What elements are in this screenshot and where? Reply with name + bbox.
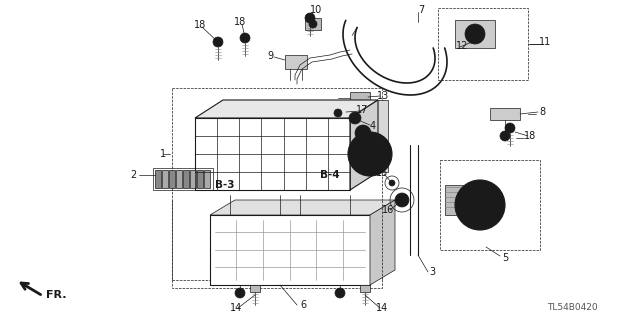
Bar bbox=[153, 168, 213, 190]
Circle shape bbox=[363, 147, 377, 161]
Polygon shape bbox=[195, 100, 378, 118]
Bar bbox=[445, 185, 480, 215]
Bar bbox=[204, 170, 210, 188]
Bar bbox=[183, 170, 189, 188]
Text: 18: 18 bbox=[234, 17, 246, 27]
Bar bbox=[176, 170, 182, 188]
Text: 16: 16 bbox=[382, 205, 394, 215]
Text: 7: 7 bbox=[418, 5, 424, 15]
Circle shape bbox=[500, 131, 510, 141]
Text: 12: 12 bbox=[456, 41, 468, 51]
Polygon shape bbox=[370, 200, 395, 285]
Circle shape bbox=[335, 288, 345, 298]
Bar bbox=[330, 108, 346, 118]
Circle shape bbox=[455, 180, 505, 230]
Circle shape bbox=[356, 140, 384, 168]
Text: 18: 18 bbox=[524, 131, 536, 141]
Bar bbox=[190, 170, 196, 188]
Circle shape bbox=[505, 123, 515, 133]
Text: 15: 15 bbox=[376, 168, 388, 178]
Text: B-3: B-3 bbox=[215, 180, 235, 190]
Circle shape bbox=[389, 180, 395, 186]
Text: 10: 10 bbox=[310, 5, 322, 15]
Bar bbox=[350, 92, 370, 104]
Bar bbox=[197, 170, 203, 188]
Text: 14: 14 bbox=[376, 303, 388, 313]
Bar bbox=[172, 88, 382, 288]
Circle shape bbox=[395, 193, 409, 207]
Text: 1: 1 bbox=[160, 149, 166, 159]
Text: B-4: B-4 bbox=[320, 170, 340, 180]
Text: 9: 9 bbox=[267, 51, 273, 61]
Bar bbox=[305, 18, 321, 30]
Text: 14: 14 bbox=[230, 303, 242, 313]
Text: 6: 6 bbox=[300, 300, 306, 310]
Bar bbox=[285, 55, 307, 69]
Bar bbox=[155, 170, 161, 188]
Circle shape bbox=[470, 29, 480, 39]
Bar bbox=[360, 285, 370, 292]
Text: 5: 5 bbox=[502, 253, 508, 263]
Text: 18: 18 bbox=[194, 20, 206, 30]
Text: 8: 8 bbox=[539, 107, 545, 117]
Circle shape bbox=[465, 24, 485, 44]
Polygon shape bbox=[350, 100, 378, 190]
Polygon shape bbox=[210, 200, 395, 215]
Bar bbox=[250, 285, 260, 292]
Circle shape bbox=[472, 197, 488, 213]
Circle shape bbox=[235, 288, 245, 298]
Text: 17: 17 bbox=[356, 105, 368, 115]
Text: 3: 3 bbox=[429, 267, 435, 277]
Bar bbox=[210, 215, 370, 285]
Text: 13: 13 bbox=[377, 91, 389, 101]
Circle shape bbox=[309, 20, 317, 28]
Text: 4: 4 bbox=[370, 121, 376, 131]
Text: 11: 11 bbox=[539, 37, 551, 47]
Bar bbox=[195, 118, 350, 190]
Bar bbox=[490, 108, 520, 120]
Bar bbox=[169, 170, 175, 188]
Circle shape bbox=[355, 125, 371, 141]
Bar bbox=[162, 170, 168, 188]
Bar bbox=[440, 160, 540, 250]
Circle shape bbox=[464, 189, 496, 221]
Circle shape bbox=[305, 13, 315, 23]
Circle shape bbox=[348, 132, 392, 176]
Circle shape bbox=[240, 33, 250, 43]
Circle shape bbox=[334, 109, 342, 117]
Bar bbox=[438, 8, 528, 80]
Text: FR.: FR. bbox=[45, 290, 67, 300]
Circle shape bbox=[213, 37, 223, 47]
Bar bbox=[373, 100, 388, 172]
Bar bbox=[455, 20, 495, 48]
Text: 2: 2 bbox=[130, 170, 136, 180]
Circle shape bbox=[349, 112, 361, 124]
Text: TL54B0420: TL54B0420 bbox=[547, 303, 598, 313]
